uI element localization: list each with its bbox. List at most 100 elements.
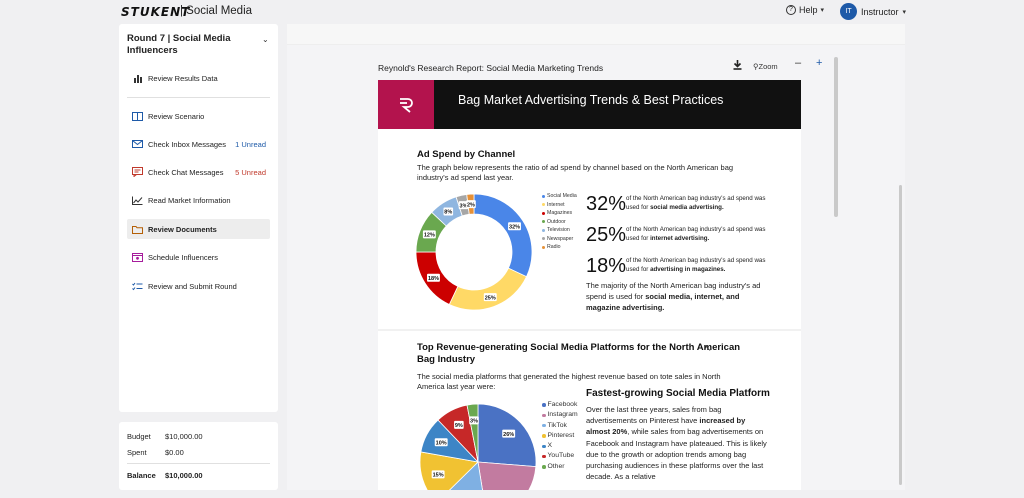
legend-swatch bbox=[542, 245, 545, 249]
legend-swatch bbox=[542, 203, 545, 207]
data-label: 2% bbox=[466, 200, 476, 208]
legend-label: Television bbox=[547, 227, 570, 233]
svg-text:18%: 18% bbox=[428, 276, 439, 282]
line-chart-icon bbox=[132, 195, 143, 205]
legend-item: Pinterest bbox=[542, 431, 578, 441]
sidebar: Round 7 | Social Media Influencers ⌄ Rev… bbox=[119, 24, 278, 412]
mail-icon bbox=[132, 139, 143, 149]
legend-item: Magazines bbox=[542, 209, 577, 218]
sidebar-item-label: Review Results Data bbox=[148, 73, 218, 83]
document-scrollbar[interactable] bbox=[834, 57, 838, 217]
legend-label: X bbox=[547, 442, 553, 450]
legend-item: TikTok bbox=[542, 421, 578, 431]
ad-spend-legend: Social Media Internet Magazines Outdoor Tele… bbox=[542, 192, 577, 252]
balance-row: Balance $10,000.00 bbox=[127, 471, 270, 480]
unread-count: 5 Unread bbox=[235, 167, 266, 177]
zoom-out-icon[interactable]: – bbox=[795, 57, 802, 69]
legend-label: Internet bbox=[547, 201, 565, 208]
fastest-growing-title: Fastest-growing Social Media Platform bbox=[586, 388, 770, 399]
unread-count: 1 Unread bbox=[235, 139, 266, 149]
legend-swatch bbox=[542, 237, 545, 241]
chevron-down-icon[interactable]: ⌄ bbox=[262, 35, 269, 44]
svg-text:2%: 2% bbox=[467, 202, 475, 208]
viewer-scrollbar[interactable] bbox=[899, 185, 902, 485]
mouse-cursor-icon: ↖ bbox=[704, 343, 712, 353]
sidebar-item-documents[interactable]: Review Documents bbox=[127, 219, 270, 239]
sidebar-item-inbox[interactable]: Check Inbox Messages 1 Unread bbox=[127, 134, 270, 154]
section-separator bbox=[378, 329, 801, 331]
section-title: Ad Spend by Channel bbox=[417, 149, 516, 160]
svg-text:8%: 8% bbox=[444, 210, 452, 216]
pie-slice-internet bbox=[448, 267, 528, 311]
pie-slice-instagram bbox=[477, 461, 537, 490]
stat-value: 32% bbox=[586, 193, 627, 215]
chevron-down-icon: ▾ bbox=[820, 7, 825, 14]
svg-text:25%: 25% bbox=[485, 295, 496, 301]
document-area[interactable]: Reynold's Research Report: Social Media … bbox=[287, 45, 905, 490]
legend-swatch bbox=[542, 423, 546, 428]
legend-label: Social Media bbox=[547, 193, 577, 199]
sidebar-item-scenario[interactable]: Review Scenario bbox=[127, 106, 270, 126]
help-menu[interactable]: ? Help ▾ bbox=[786, 5, 824, 15]
divider bbox=[127, 97, 270, 98]
data-label: 10% bbox=[434, 438, 448, 446]
legend-label: Magazines bbox=[547, 210, 573, 216]
stat-text: of the North American bag industry's ad … bbox=[626, 226, 766, 242]
sidebar-item-results[interactable]: Review Results Data bbox=[127, 68, 270, 88]
stat-social: 32% of the North American bag industry's… bbox=[586, 193, 766, 215]
legend-item: Radio bbox=[542, 243, 577, 252]
legend-item: Social Media bbox=[542, 192, 577, 201]
report-banner: Bag Market Advertising Trends & Best Pra… bbox=[378, 80, 801, 129]
data-label: 26% bbox=[502, 429, 516, 438]
zoom-in-icon[interactable]: + bbox=[816, 57, 823, 69]
sidebar-item-label: Review Documents bbox=[148, 224, 217, 234]
legend-item: Outdoor bbox=[542, 218, 577, 227]
pie-slice-pinterest bbox=[419, 451, 479, 490]
ad-spend-donut-chart: 32% 25% 18% 12% 8% 3% 2% bbox=[415, 193, 533, 311]
sidebar-item-influencers[interactable]: Schedule Influencers bbox=[127, 247, 270, 267]
fastest-growing-text: Over the last three years, sales from ba… bbox=[586, 405, 767, 482]
legend-swatch bbox=[542, 228, 545, 232]
chevron-down-icon: ▾ bbox=[902, 8, 907, 16]
zoom-button[interactable]: ⚲Zoom bbox=[753, 62, 778, 71]
banner-title: Bag Market Advertising Trends & Best Pra… bbox=[458, 93, 724, 107]
stat-value: 25% bbox=[586, 224, 627, 246]
balance-value: $10,000.00 bbox=[165, 471, 203, 480]
legend-label: Outdoor bbox=[547, 218, 566, 225]
divider bbox=[127, 463, 270, 464]
section-title: Top Revenue-generating Social Media Plat… bbox=[417, 342, 741, 365]
data-label: 3% bbox=[469, 416, 479, 425]
sidebar-item-label: Check Chat Messages bbox=[148, 167, 224, 177]
top-bar: STUKENT | Social Media ? Help ▾ IT Instr… bbox=[0, 0, 1024, 24]
sidebar-item-market[interactable]: Read Market Information bbox=[127, 190, 270, 210]
svg-text:12%: 12% bbox=[424, 233, 435, 239]
budget-panel: Budget $10,000.00 Spent $0.00 Balance $1… bbox=[119, 422, 278, 490]
sidebar-item-chat[interactable]: Check Chat Messages 5 Unread bbox=[127, 162, 270, 182]
bar-chart-icon bbox=[132, 73, 143, 83]
legend-item: Instagram bbox=[542, 410, 578, 420]
user-menu[interactable]: IT Instructor ▾ bbox=[840, 3, 906, 20]
data-label: 25% bbox=[483, 293, 497, 301]
legend-item: X bbox=[542, 441, 578, 451]
svg-text:3%: 3% bbox=[470, 419, 478, 425]
balance-label: Balance bbox=[127, 471, 156, 480]
data-label: 3% bbox=[458, 201, 469, 209]
avatar: IT bbox=[840, 3, 857, 20]
data-label: 32% bbox=[508, 222, 521, 230]
legend-label: TikTok bbox=[547, 421, 567, 429]
majority-text: The majority of the North American bag i… bbox=[586, 281, 761, 312]
download-icon[interactable] bbox=[733, 60, 742, 72]
platform-revenue-pie-chart: 26% 15% 10% 9% 3% bbox=[419, 403, 537, 490]
legend-swatch bbox=[542, 403, 546, 407]
stat-internet: 25% of the North American bag industry's… bbox=[586, 224, 766, 246]
legend-swatch bbox=[542, 413, 546, 418]
app-title: | Social Media bbox=[180, 5, 253, 17]
document-viewer: Reynold's Research Report: Social Media … bbox=[287, 24, 905, 490]
document-title: Reynold's Research Report: Social Media … bbox=[378, 63, 604, 73]
svg-text:3%: 3% bbox=[460, 203, 468, 209]
legend-swatch bbox=[542, 444, 546, 449]
sidebar-item-submit[interactable]: Review and Submit Round bbox=[127, 276, 270, 296]
data-label: 12% bbox=[422, 230, 436, 239]
spent-value: $0.00 bbox=[165, 448, 184, 457]
legend-swatch bbox=[542, 465, 546, 469]
